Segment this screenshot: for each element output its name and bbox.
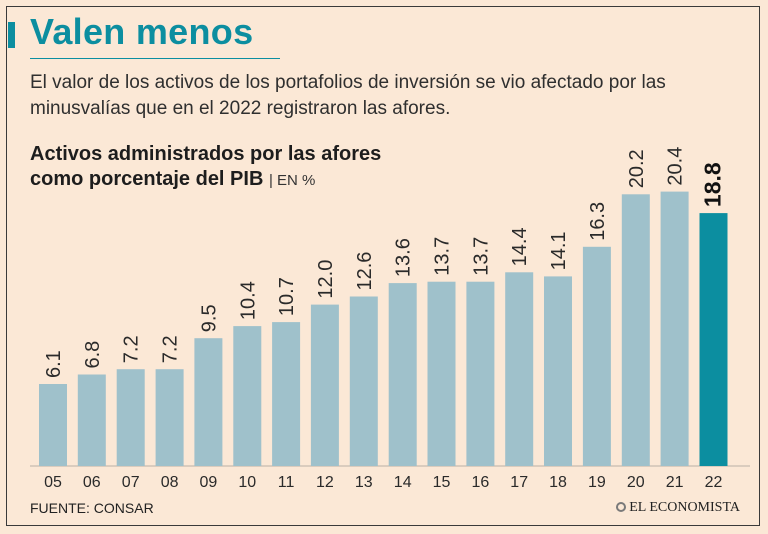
category-labels-group: 05 06 07 08 09 10 11 12 13 14 15 16 17 18 19 20 21 22 — [44, 474, 722, 491]
category-label-14: 14 — [394, 474, 412, 491]
value-label-15: 13.7 — [432, 237, 454, 276]
category-label-19: 19 — [588, 474, 606, 491]
category-label-05: 05 — [44, 474, 62, 491]
bar-15 — [427, 281, 456, 466]
value-label-11: 10.7 — [276, 277, 298, 316]
value-label-09: 9.5 — [198, 304, 220, 332]
bars-group — [39, 191, 728, 467]
chart-title-line1: Activos administrados por las afores — [30, 143, 382, 165]
headline-accent-bar — [8, 22, 15, 48]
category-label-07: 07 — [122, 474, 140, 491]
category-label-13: 13 — [355, 474, 373, 491]
bar-16 — [466, 281, 495, 466]
bar-05 — [39, 384, 67, 466]
chart-title-line2: como porcentaje del PIB | EN % — [30, 167, 381, 193]
value-label-17: 14.4 — [509, 227, 531, 266]
category-label-15: 15 — [433, 474, 451, 491]
bar-07 — [116, 369, 145, 466]
category-label-18: 18 — [549, 474, 567, 491]
value-label-18: 14.1 — [548, 231, 570, 270]
chart-title-line2-text: como porcentaje del PIB — [30, 168, 264, 190]
bar-11 — [272, 322, 301, 466]
category-label-22: 22 — [705, 474, 723, 491]
headline: Valen menos — [30, 11, 254, 52]
bar-20 — [621, 194, 650, 467]
brand-name: EL ECONOMISTA — [629, 500, 740, 515]
bar-08 — [155, 369, 184, 466]
bar-12 — [310, 304, 339, 466]
category-label-06: 06 — [83, 474, 101, 491]
frame-border — [6, 6, 760, 526]
bar-22 — [699, 213, 728, 466]
category-label-20: 20 — [627, 474, 645, 491]
value-label-10: 10.4 — [237, 281, 259, 320]
value-label-19: 16.3 — [587, 202, 609, 241]
category-label-08: 08 — [161, 474, 179, 491]
headline-rule — [30, 58, 280, 59]
value-label-05: 6.1 — [43, 350, 65, 378]
value-label-08: 7.2 — [160, 335, 182, 363]
category-label-16: 16 — [472, 474, 490, 491]
bar-14 — [388, 283, 417, 466]
value-label-14: 13.6 — [393, 238, 415, 277]
value-label-06: 6.8 — [82, 341, 104, 369]
source-note: FUENTE: CONSAR — [30, 500, 154, 516]
chart-unit: | EN % — [268, 172, 316, 189]
brand-logo-icon — [616, 502, 627, 512]
bar-18 — [544, 276, 572, 466]
bar-13 — [349, 296, 378, 466]
chart-title: Activos administrados por las afores com… — [30, 142, 381, 193]
bar-17 — [505, 272, 534, 466]
value-label-22: 18.8 — [700, 162, 726, 207]
bar-09 — [194, 338, 223, 466]
value-labels-group: 6.1 6.8 7.2 7.2 9.5 10.4 10.7 12.0 12.6 13.6 13.7 1… — [43, 147, 726, 378]
category-label-17: 17 — [510, 474, 528, 491]
category-label-12: 12 — [316, 474, 334, 491]
category-label-10: 10 — [238, 474, 256, 491]
deck-text: El valor de los activos de los portafoli… — [30, 72, 666, 119]
category-label-21: 21 — [666, 474, 684, 491]
bar-19 — [582, 246, 611, 466]
bar-21 — [660, 191, 689, 466]
value-label-13: 12.6 — [354, 252, 376, 291]
category-label-11: 11 — [278, 474, 295, 491]
value-label-07: 7.2 — [121, 335, 143, 363]
value-label-21: 20.4 — [665, 147, 687, 186]
value-label-16: 13.7 — [470, 237, 492, 276]
value-label-12: 12.0 — [315, 260, 337, 299]
category-label-09: 09 — [200, 474, 218, 491]
bar-10 — [233, 326, 262, 466]
value-label-20: 20.2 — [626, 149, 648, 188]
brand: EL ECONOMISTA — [616, 500, 740, 516]
bar-06 — [77, 374, 106, 466]
